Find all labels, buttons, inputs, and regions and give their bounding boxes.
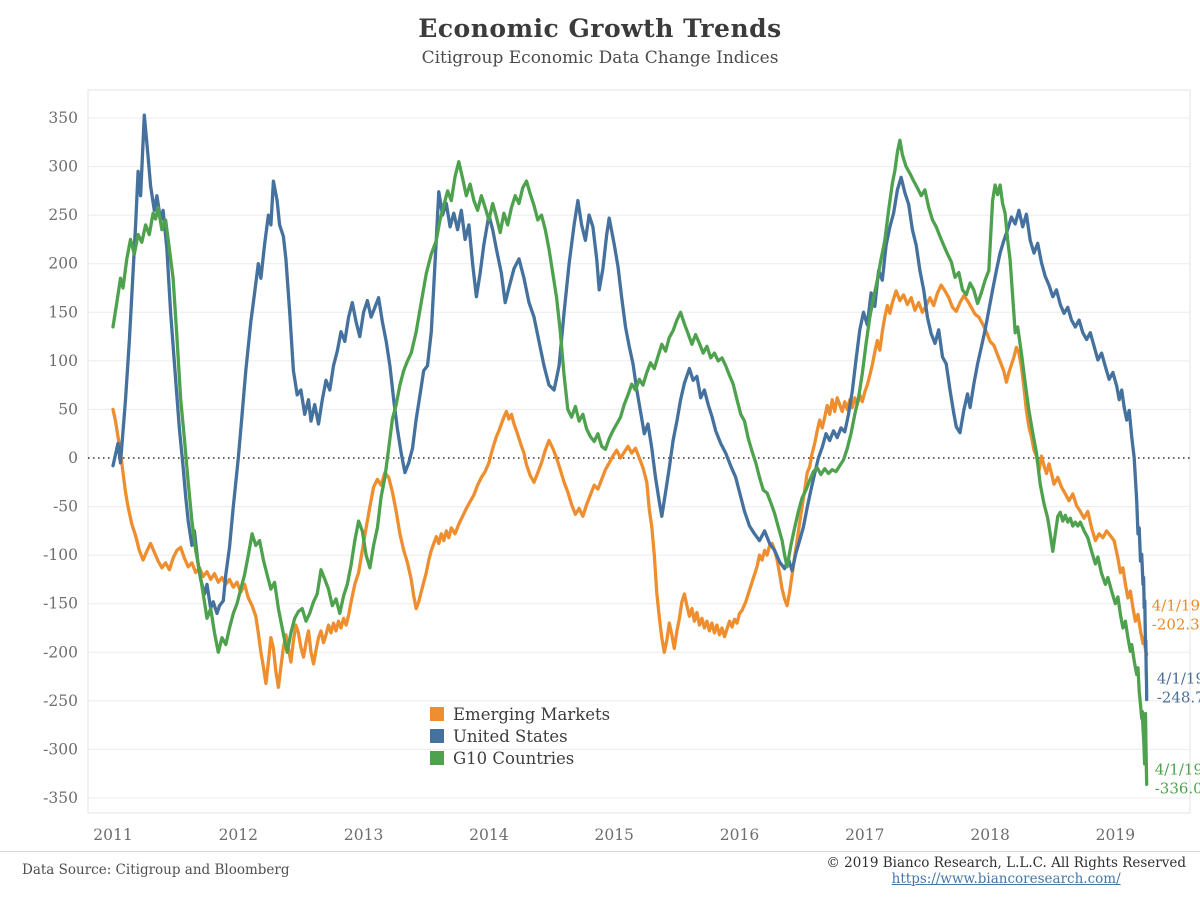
g10-countries-swatch-icon [430,751,444,765]
emerging-markets-swatch-icon [430,707,444,721]
y-tick-label: 300 [48,158,78,176]
y-tick-label: -300 [43,740,78,758]
data-source-note: Data Source: Citigroup and Bloomberg [22,862,290,878]
y-tick-label: -350 [43,789,78,807]
legend-item-united-states: United States [430,725,610,747]
footer-branding: © 2019 Bianco Research, L.L.C. All Right… [826,855,1186,887]
united-states-swatch-icon [430,729,444,743]
legend-label: Emerging Markets [453,704,611,724]
y-tick-label: -100 [43,546,78,564]
annotation-value: -248.7 [1157,689,1200,707]
x-tick-label: 2017 [845,826,884,844]
legend-item-g10-countries: G10 Countries [430,747,610,769]
series-line-united-states [111,113,1149,702]
legend-item-emerging-markets: Emerging Markets [430,703,610,725]
y-tick-label: 100 [48,352,78,370]
x-tick-label: 2012 [219,826,258,844]
y-tick-label: -50 [53,498,78,516]
y-tick-label: 50 [58,400,78,418]
legend-label: United States [453,726,568,746]
chart-header: Economic Growth Trends Citigroup Economi… [0,14,1200,68]
x-tick-label: 2014 [469,826,509,844]
x-tick-label: 2019 [1096,826,1135,844]
x-tick-label: 2018 [970,826,1009,844]
annotation-date: 4/1/19 [1155,760,1200,778]
y-tick-label: -200 [43,643,78,661]
plot-border [87,89,1191,814]
x-tick-label: 2015 [594,826,633,844]
y-tick-label: -250 [43,692,78,710]
annotation-value: -202.3 [1152,616,1200,634]
annotation-date: 4/1/19 [1157,670,1200,688]
x-tick-label: 2016 [720,826,759,844]
legend: Emerging Markets United States G10 Count… [430,703,610,769]
y-tick-label: 200 [48,255,78,273]
y-tick-label: 150 [48,303,78,321]
x-tick-label: 2011 [93,826,132,844]
footer-divider [0,851,1200,852]
y-tick-label: 350 [48,109,78,127]
y-tick-label: -150 [43,595,78,613]
x-tick-label: 2013 [344,826,383,844]
copyright-text: © 2019 Bianco Research, L.L.C. All Right… [826,855,1186,871]
series-line-g10-countries [111,138,1149,787]
bianco-research-link[interactable]: https://www.biancoresearch.com/ [891,871,1121,887]
y-tick-label: 0 [68,449,78,467]
series-line-emerging-markets [111,283,1149,689]
legend-label: G10 Countries [453,748,575,768]
annotation-date: 4/1/19 [1152,597,1200,615]
page-title: Economic Growth Trends [418,14,782,43]
annotation-value: -336.0 [1155,779,1200,797]
y-tick-label: 250 [48,206,78,224]
page-subtitle: Citigroup Economic Data Change Indices [421,48,779,68]
